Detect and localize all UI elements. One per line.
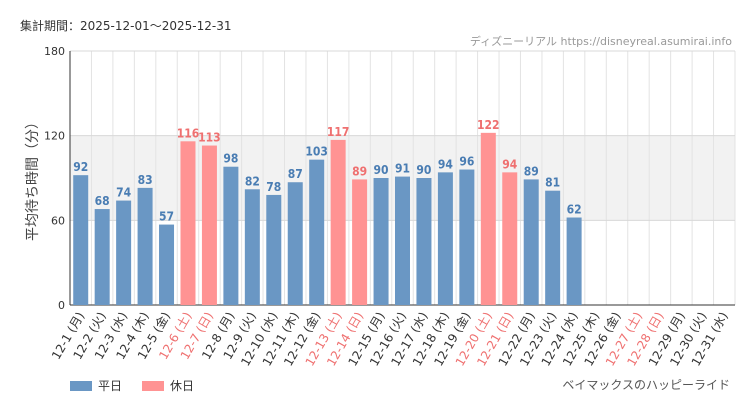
value-label: 89 <box>524 164 539 178</box>
bar <box>437 172 453 305</box>
bar <box>352 179 368 305</box>
legend: 平日 休日 <box>70 377 194 394</box>
holiday-swatch <box>142 380 165 391</box>
value-label: 98 <box>223 152 238 166</box>
bar <box>137 187 153 305</box>
bar <box>223 166 239 305</box>
value-label: 117 <box>327 125 350 139</box>
value-label: 92 <box>73 160 88 174</box>
bar <box>94 209 110 305</box>
value-label: 113 <box>198 131 221 145</box>
value-label: 74 <box>116 186 132 200</box>
value-label: 103 <box>305 145 328 159</box>
bar <box>266 194 282 305</box>
y-tick-label: 180 <box>44 45 65 58</box>
bar <box>459 169 475 305</box>
y-axis-title: 平均待ち時間（分） <box>25 115 41 241</box>
value-label: 78 <box>266 180 281 194</box>
y-tick-label: 120 <box>44 130 65 143</box>
value-label: 94 <box>502 157 518 171</box>
value-label: 122 <box>477 118 500 132</box>
bar <box>545 190 561 305</box>
value-label: 83 <box>138 173 153 187</box>
value-label: 82 <box>245 174 260 188</box>
legend-holiday-label: 休日 <box>170 379 195 393</box>
bar <box>566 217 582 305</box>
value-label: 62 <box>567 203 582 217</box>
value-label: 87 <box>288 167 303 181</box>
bar <box>116 200 132 305</box>
value-label: 57 <box>159 210 174 224</box>
value-label: 94 <box>438 157 454 171</box>
bar <box>159 224 175 305</box>
legend-holiday[interactable]: 休日 <box>142 377 194 394</box>
weekday-swatch <box>70 380 92 391</box>
bar <box>309 159 325 305</box>
bar <box>73 175 89 305</box>
bar <box>523 179 539 305</box>
value-label: 90 <box>416 163 431 177</box>
legend-weekday-label: 平日 <box>98 379 123 393</box>
legend-weekday[interactable]: 平日 <box>70 377 122 394</box>
bar <box>244 189 260 305</box>
value-label: 81 <box>545 176 560 190</box>
value-label: 96 <box>459 155 474 169</box>
bar <box>201 145 217 305</box>
attraction-name: ベイマックスのハッピーライド <box>562 378 730 392</box>
y-tick-label: 0 <box>58 299 65 312</box>
bar <box>480 132 496 305</box>
bars <box>73 132 582 305</box>
value-label: 89 <box>352 164 367 178</box>
bar <box>416 178 432 305</box>
bar <box>502 172 518 305</box>
bar <box>287 182 303 305</box>
period-label: 集計期間：2025-12-01〜2025-12-31 <box>20 19 232 33</box>
bar <box>180 141 196 305</box>
value-label: 68 <box>95 194 110 208</box>
value-label: 116 <box>177 126 200 140</box>
bar <box>330 139 346 305</box>
bar <box>373 178 389 305</box>
value-label: 91 <box>395 162 410 176</box>
bar <box>395 176 410 305</box>
site-credit: ディズニーリアル https://disneyreal.asumirai.inf… <box>469 35 732 48</box>
y-tick-label: 60 <box>51 214 65 227</box>
value-label: 90 <box>374 163 389 177</box>
